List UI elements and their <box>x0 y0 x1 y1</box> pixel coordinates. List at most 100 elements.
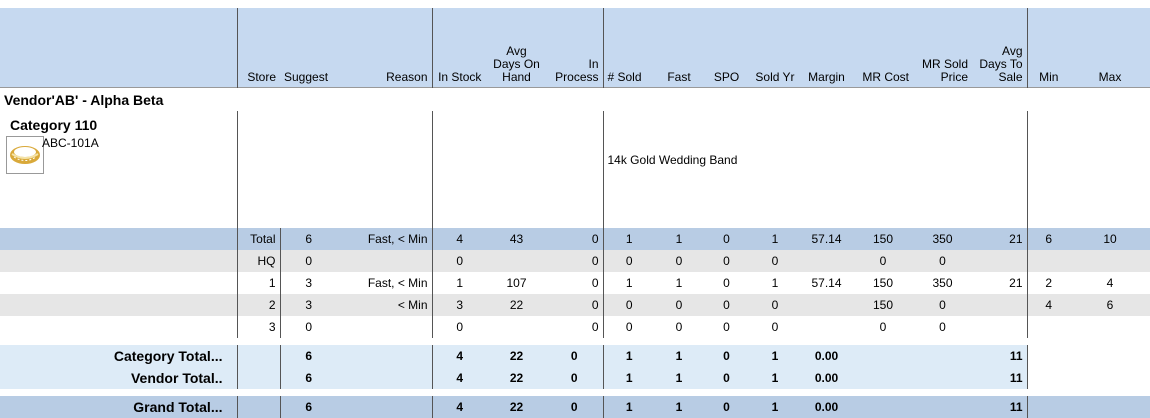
cell: 1 <box>655 367 703 389</box>
cell <box>1027 367 1070 389</box>
empty-cell <box>1027 111 1150 228</box>
category-title: Category 110 <box>10 117 233 133</box>
column-header: Avg Days To Sale <box>972 8 1027 88</box>
cell: 1 <box>750 345 800 367</box>
cell: 0 <box>546 316 603 338</box>
cell <box>1027 250 1070 272</box>
cell: 1 <box>237 272 280 294</box>
cell: 3 <box>237 316 280 338</box>
cell: 6 <box>280 396 337 418</box>
cell: 4 <box>432 345 487 367</box>
cell <box>487 316 546 338</box>
cell: 6 <box>280 367 337 389</box>
spacer-cell <box>0 389 1150 396</box>
cell: 0 <box>655 250 703 272</box>
cell: 6 <box>1027 228 1070 250</box>
cell: 0 <box>750 294 800 316</box>
cell <box>337 250 432 272</box>
cell: 2 <box>237 294 280 316</box>
cell: 150 <box>853 272 913 294</box>
cell: 0 <box>853 250 913 272</box>
cell: 3 <box>280 272 337 294</box>
cell: 1 <box>432 272 487 294</box>
cell: 1 <box>750 228 800 250</box>
cell: 11 <box>972 367 1027 389</box>
column-header: # Sold <box>603 8 655 88</box>
cell: 22 <box>487 345 546 367</box>
empty-cell <box>0 272 237 294</box>
cell: 350 <box>913 272 972 294</box>
cell <box>972 294 1027 316</box>
empty-cell <box>237 111 432 228</box>
column-header: Sold Yr <box>750 8 800 88</box>
cell: 22 <box>487 396 546 418</box>
cell: 0 <box>603 316 655 338</box>
vendor-row: Vendor'AB' - Alpha Beta <box>0 88 1150 112</box>
item-code: ABC-101A <box>42 136 99 150</box>
spacer-cell <box>0 338 1150 345</box>
spacer <box>0 338 1150 345</box>
cell: 1 <box>750 396 800 418</box>
cell: 0 <box>913 250 972 272</box>
cell: 0 <box>432 250 487 272</box>
cell <box>337 396 432 418</box>
cell: 1 <box>603 367 655 389</box>
cell <box>1027 396 1070 418</box>
cell: 0 <box>655 316 703 338</box>
cell: 0 <box>546 250 603 272</box>
cell: 22 <box>487 367 546 389</box>
empty-cell <box>0 294 237 316</box>
cell: 4 <box>432 228 487 250</box>
cell <box>913 396 972 418</box>
spacer <box>0 389 1150 396</box>
cell <box>337 367 432 389</box>
cell: 0 <box>703 228 750 250</box>
cell: 107 <box>487 272 546 294</box>
column-header: Store <box>237 8 280 88</box>
summary-label: Vendor Total.. <box>0 367 237 389</box>
cell <box>1070 250 1150 272</box>
cell <box>237 367 280 389</box>
cell: 0 <box>546 272 603 294</box>
cell: 3 <box>432 294 487 316</box>
column-header: Reason <box>337 8 432 88</box>
cell: 6 <box>280 228 337 250</box>
cell: 0 <box>603 250 655 272</box>
column-header: Max <box>1070 8 1150 88</box>
cell: 57.14 <box>800 272 853 294</box>
cell: 3 <box>280 294 337 316</box>
cell: 1 <box>750 367 800 389</box>
cell <box>853 345 913 367</box>
cell <box>237 396 280 418</box>
cell <box>1070 345 1150 367</box>
cell: 1 <box>603 228 655 250</box>
summary-label: Category Total... <box>0 345 237 367</box>
cell: HQ <box>237 250 280 272</box>
cell: 1 <box>603 396 655 418</box>
cell: 0 <box>703 250 750 272</box>
cell <box>800 250 853 272</box>
cell: 1 <box>655 396 703 418</box>
cell: 4 <box>432 396 487 418</box>
cell: 0.00 <box>800 367 853 389</box>
cell: 1 <box>655 345 703 367</box>
cell: Total <box>237 228 280 250</box>
cell: 0 <box>603 294 655 316</box>
cell: Fast, < Min <box>337 272 432 294</box>
cell: 0 <box>913 316 972 338</box>
cell <box>853 396 913 418</box>
cell: 43 <box>487 228 546 250</box>
item-image <box>6 136 44 174</box>
cell <box>1070 367 1150 389</box>
column-header: MR Cost <box>853 8 913 88</box>
table-body: Vendor'AB' - Alpha Beta Category 110 ABC-1… <box>0 88 1150 418</box>
cell: 0 <box>703 272 750 294</box>
cell: 21 <box>972 272 1027 294</box>
